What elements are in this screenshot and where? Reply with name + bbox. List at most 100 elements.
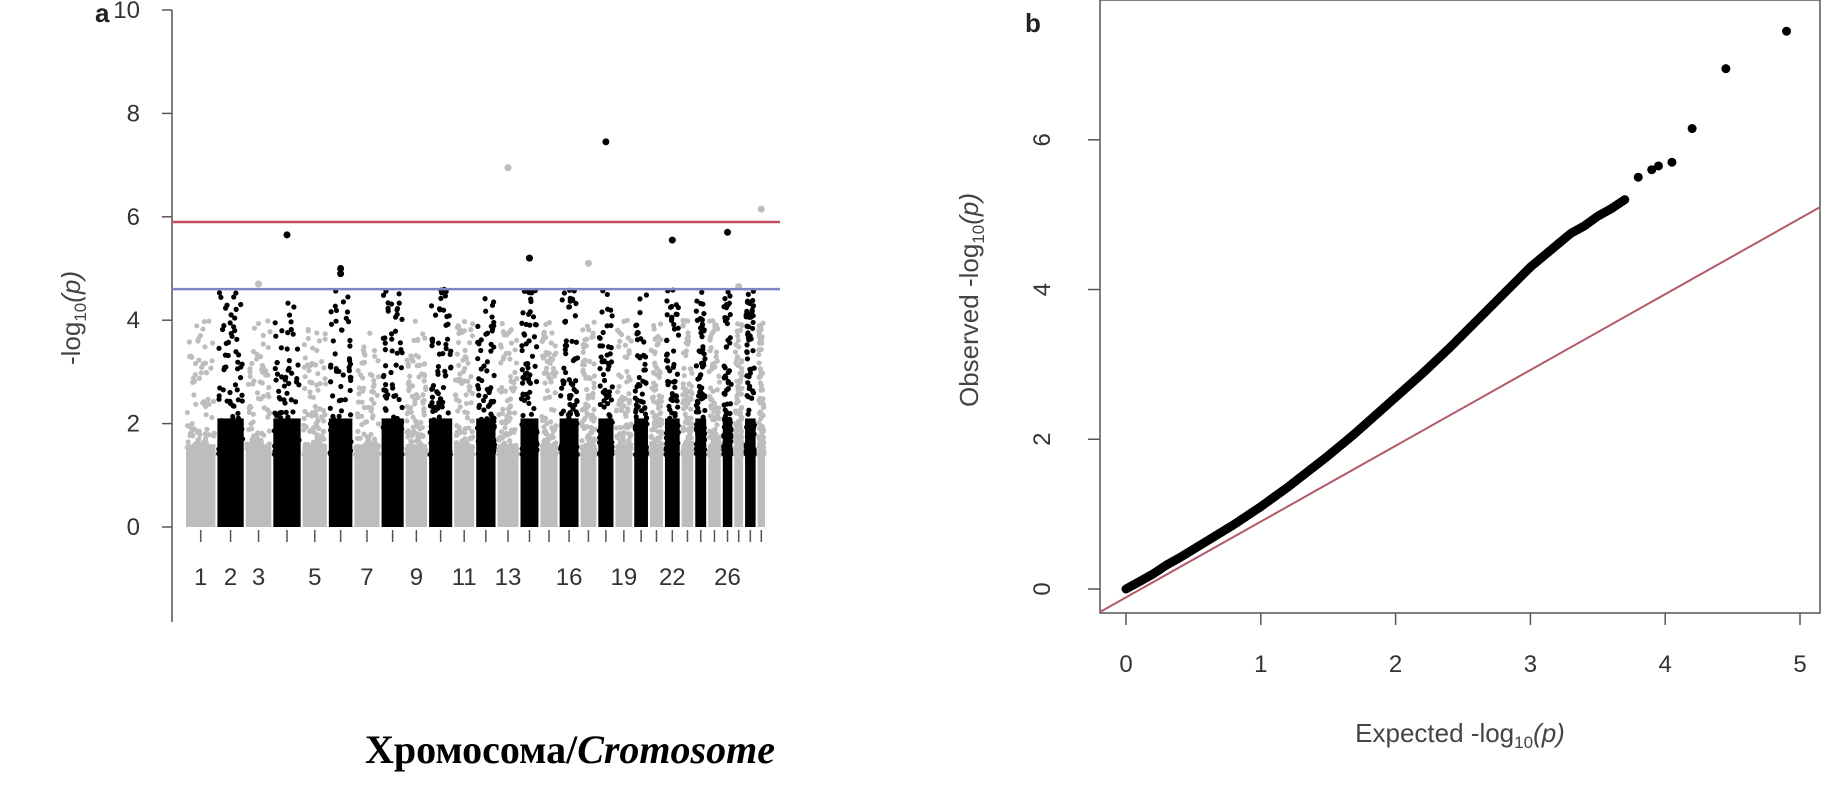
snp-point xyxy=(210,398,217,404)
snp-point xyxy=(689,370,695,376)
snp-point xyxy=(227,398,233,404)
snp-point xyxy=(583,343,590,349)
snp-point xyxy=(604,323,610,329)
snp-point xyxy=(367,440,373,446)
snp-point xyxy=(347,387,353,394)
snp-point xyxy=(732,450,739,456)
snp-point xyxy=(294,346,301,352)
snp-point xyxy=(655,341,661,347)
snp-point xyxy=(519,380,526,386)
snp-point xyxy=(410,424,416,430)
snp-point xyxy=(461,440,467,446)
snp-point xyxy=(393,362,399,368)
snp-point xyxy=(369,396,375,402)
snp-point xyxy=(727,444,733,450)
snp-point xyxy=(371,389,377,395)
snp-point xyxy=(246,409,252,415)
chromosome-band xyxy=(695,418,707,527)
snp-point xyxy=(421,406,427,412)
snp-point xyxy=(200,445,206,451)
snp-point xyxy=(546,446,552,452)
snp-point xyxy=(707,348,713,354)
snp-point xyxy=(253,356,260,362)
snp-point xyxy=(695,376,701,382)
snp-point xyxy=(444,423,451,429)
snp-point xyxy=(567,395,573,401)
snp-point xyxy=(573,389,580,395)
snp-point xyxy=(733,420,739,427)
snp-point xyxy=(544,388,551,394)
snp-point xyxy=(398,365,404,371)
snp-point xyxy=(455,408,461,414)
snp-point xyxy=(489,314,495,320)
snp-point xyxy=(747,383,753,389)
snp-point xyxy=(756,420,762,426)
snp-point xyxy=(559,428,565,435)
qq-point xyxy=(1653,161,1663,171)
snp-point xyxy=(512,385,518,391)
snp-point xyxy=(508,327,514,333)
snp-point xyxy=(684,336,690,342)
snp-point xyxy=(591,319,597,325)
snp-point xyxy=(749,308,755,314)
snp-point xyxy=(519,367,525,373)
snp-point xyxy=(371,382,377,388)
snp-point xyxy=(668,449,674,455)
snp-point xyxy=(489,424,495,430)
snp-point xyxy=(626,391,632,397)
qq-plot-frame xyxy=(1099,0,1821,614)
snp-point xyxy=(346,364,352,370)
snp-point xyxy=(387,451,393,458)
snp-point xyxy=(489,413,495,419)
snp-point xyxy=(590,333,596,340)
snp-point xyxy=(685,318,691,324)
snp-point xyxy=(673,311,679,317)
snp-point xyxy=(404,451,410,457)
snp-point xyxy=(744,349,750,355)
snp-point xyxy=(327,405,333,411)
snp-point xyxy=(761,440,767,446)
snp-point xyxy=(328,379,334,385)
snp-point xyxy=(265,391,271,397)
snp-point xyxy=(305,362,311,368)
snp-point xyxy=(699,321,706,327)
snp-point xyxy=(721,390,727,396)
snp-point xyxy=(310,439,316,445)
snp-point xyxy=(488,348,494,354)
snp-point xyxy=(250,411,256,417)
snp-point xyxy=(528,298,534,305)
snp-point xyxy=(259,380,265,386)
snp-point xyxy=(369,415,376,421)
snp-point xyxy=(683,352,689,359)
snp-point xyxy=(375,421,382,427)
snp-point xyxy=(281,383,287,389)
snp-point xyxy=(276,444,282,450)
snp-point xyxy=(728,432,734,438)
top-snp-point xyxy=(724,228,732,236)
snp-point xyxy=(518,396,525,402)
snp-point xyxy=(197,333,203,339)
snp-point xyxy=(313,362,319,368)
snp-point xyxy=(533,344,540,350)
snp-point xyxy=(286,426,292,432)
snp-point xyxy=(202,431,209,437)
snp-point xyxy=(209,358,215,364)
snp-point xyxy=(525,376,532,382)
snp-point xyxy=(749,437,755,443)
snp-point xyxy=(360,388,366,394)
snp-point xyxy=(617,431,623,437)
snp-point xyxy=(653,386,659,392)
snp-point xyxy=(697,423,703,430)
snp-point xyxy=(398,418,405,424)
snp-point xyxy=(597,365,603,372)
snp-point xyxy=(652,349,658,355)
snp-point xyxy=(561,365,567,371)
snp-point xyxy=(760,447,766,453)
snp-point xyxy=(320,436,327,442)
snp-point xyxy=(235,426,241,433)
snp-point xyxy=(225,339,232,345)
snp-point xyxy=(456,362,462,368)
snp-point xyxy=(674,398,680,404)
snp-point xyxy=(617,438,623,444)
top-snp-point xyxy=(584,259,592,267)
